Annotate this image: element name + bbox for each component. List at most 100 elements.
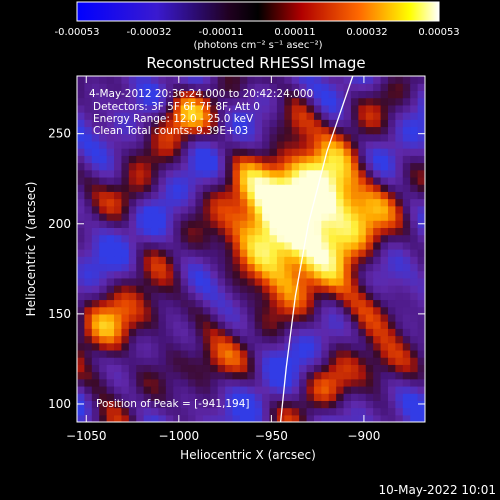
heatmap-cell xyxy=(77,277,85,286)
heatmap-cell xyxy=(336,119,345,128)
heatmap-cell xyxy=(232,148,241,156)
heatmap-cell xyxy=(291,155,300,164)
heatmap-cell xyxy=(328,313,337,322)
heatmap-cell xyxy=(402,227,411,236)
heatmap-cell xyxy=(358,378,367,387)
heatmap-cell xyxy=(91,76,100,84)
heatmap-cell xyxy=(99,155,108,164)
heatmap-cell xyxy=(225,97,234,106)
heatmap-cell xyxy=(165,133,174,142)
heatmap-cell xyxy=(106,162,115,171)
heatmap-cell xyxy=(254,393,263,401)
heatmap-cell xyxy=(262,270,271,279)
heatmap-cell xyxy=(165,90,174,99)
heatmap-cell xyxy=(239,378,248,387)
heatmap-cell xyxy=(210,313,219,322)
heatmap-cell xyxy=(284,292,293,301)
heatmap-cell xyxy=(410,126,419,135)
heatmap-cell xyxy=(195,205,204,214)
heatmap-cell xyxy=(410,364,419,373)
heatmap-cell xyxy=(321,299,330,308)
heatmap-cell xyxy=(276,313,285,322)
heatmap-cell xyxy=(291,249,300,257)
heatmap-cell xyxy=(373,357,382,365)
heatmap-cell xyxy=(410,249,419,257)
heatmap-cell xyxy=(239,364,248,373)
heatmap-cell xyxy=(336,299,345,308)
heatmap-cell xyxy=(365,234,374,243)
heatmap-cell xyxy=(350,285,359,293)
heatmap-cell xyxy=(306,414,315,422)
heatmap-cell xyxy=(225,155,234,164)
heatmap-cell xyxy=(232,234,241,243)
heatmap-cell xyxy=(254,414,263,422)
heatmap-cell xyxy=(158,241,167,250)
heatmap-cell xyxy=(387,148,396,156)
heatmap-cell xyxy=(210,90,219,99)
heatmap-cell xyxy=(321,249,330,257)
heatmap-cell xyxy=(254,285,263,293)
heatmap-cell xyxy=(269,263,278,272)
heatmap-cell xyxy=(358,198,367,207)
heatmap-cell xyxy=(77,76,85,84)
heatmap-cell xyxy=(158,364,167,373)
heatmap-cell xyxy=(313,414,322,422)
heatmap-cell xyxy=(136,133,145,142)
heatmap-cell xyxy=(299,306,308,315)
heatmap-cell xyxy=(99,357,108,365)
heatmap-cell xyxy=(202,76,211,84)
heatmap-cell xyxy=(336,148,345,156)
heatmap-cell xyxy=(180,263,189,272)
heatmap-cell xyxy=(128,126,137,135)
heatmap-cell xyxy=(365,292,374,301)
heatmap-cell xyxy=(269,97,278,106)
heatmap-cell xyxy=(395,90,404,99)
heatmap-cell xyxy=(180,83,189,92)
heatmap-cell xyxy=(202,90,211,99)
heatmap-cell xyxy=(225,112,234,120)
heatmap-cell xyxy=(188,378,197,387)
heatmap-cell xyxy=(402,292,411,301)
heatmap-cell xyxy=(350,205,359,214)
heatmap-cell xyxy=(114,76,123,84)
heatmap-cell xyxy=(269,90,278,99)
heatmap-cell xyxy=(417,162,425,171)
heatmap-cell xyxy=(276,328,285,337)
heatmap-cell xyxy=(291,378,300,387)
heatmap-cell xyxy=(410,104,419,113)
heatmap-cell xyxy=(180,364,189,373)
heatmap-cell xyxy=(195,169,204,178)
heatmap-cell xyxy=(151,321,160,329)
heatmap-cell xyxy=(410,241,419,250)
heatmap-cell xyxy=(365,385,374,394)
heatmap-cell xyxy=(151,414,160,422)
heatmap-cell xyxy=(365,378,374,387)
heatmap-cell xyxy=(232,241,241,250)
heatmap-cell xyxy=(387,133,396,142)
heatmap-cell xyxy=(121,90,130,99)
heatmap-cell xyxy=(313,349,322,358)
info-energy: Energy Range: 12.0 - 25.0 keV xyxy=(93,113,254,125)
heatmap-cell xyxy=(313,263,322,272)
heatmap-cell xyxy=(151,378,160,387)
heatmap-cell xyxy=(395,205,404,214)
heatmap-cell xyxy=(136,407,145,416)
heatmap-cell xyxy=(84,335,93,344)
heatmap-cell xyxy=(114,306,123,315)
heatmap-cell xyxy=(188,133,197,142)
heatmap-cell xyxy=(217,83,226,92)
heatmap-cell xyxy=(350,184,359,192)
heatmap-cell xyxy=(84,184,93,192)
heatmap-cell xyxy=(225,357,234,365)
heatmap-cell xyxy=(358,270,367,279)
heatmap-cell xyxy=(254,364,263,373)
heatmap-cell xyxy=(299,328,308,337)
heatmap-cell xyxy=(402,241,411,250)
heatmap-cell xyxy=(343,220,352,228)
heatmap-cell xyxy=(195,364,204,373)
heatmap-cell xyxy=(165,112,174,120)
heatmap-cell xyxy=(262,148,271,156)
heatmap-cell xyxy=(387,407,396,416)
heatmap-cell xyxy=(247,277,256,286)
heatmap-cell xyxy=(232,328,241,337)
